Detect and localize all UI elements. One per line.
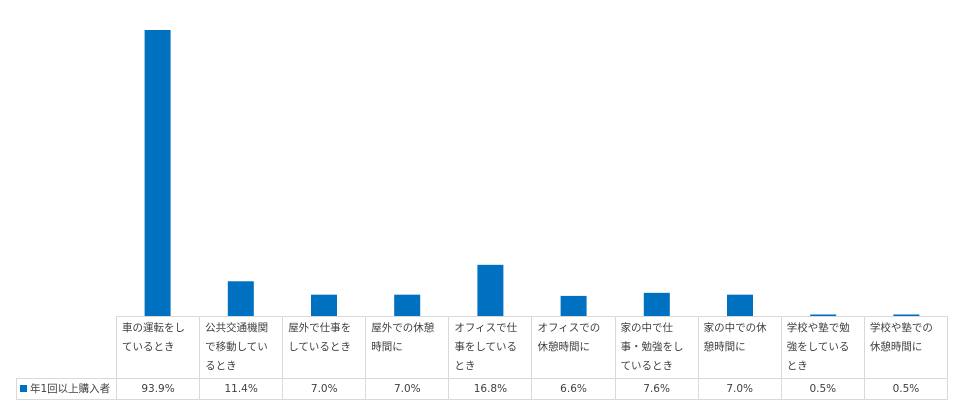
value-label: 0.5% bbox=[863, 378, 949, 400]
bar bbox=[560, 295, 587, 316]
value-label: 7.0% bbox=[697, 378, 782, 400]
legend-swatch bbox=[20, 385, 27, 392]
bar bbox=[727, 294, 753, 316]
category-label: 公共交通機関で移動しているとき bbox=[199, 316, 284, 379]
legend-cell: 年1回以上購入者 bbox=[16, 378, 117, 400]
category-label: 学校や塾で勉強をしているとき bbox=[780, 316, 865, 379]
chart bbox=[144, 30, 920, 316]
category-label: オフィスでの休憩時間に bbox=[531, 316, 616, 379]
value-label: 7.0% bbox=[365, 378, 450, 400]
category-label: 屋外で仕事をしているとき bbox=[282, 316, 367, 379]
value-label: 7.0% bbox=[282, 378, 367, 400]
value-label: 0.5% bbox=[780, 378, 865, 400]
bar bbox=[810, 314, 837, 316]
bar bbox=[477, 264, 504, 316]
value-label: 93.9% bbox=[115, 378, 201, 400]
category-label: 学校や塾での休憩時間に bbox=[863, 316, 949, 379]
category-label: オフィスで仕事をしているとき bbox=[448, 316, 533, 379]
bar bbox=[643, 292, 670, 316]
value-label: 6.6% bbox=[531, 378, 616, 400]
data-table: 車の運転をしているとき 公共交通機関で移動しているとき 屋外で仕事をしているとき 屋外… bbox=[16, 316, 949, 400]
category-label: 車の運転をしているとき bbox=[115, 316, 201, 379]
header-row: 車の運転をしているとき 公共交通機関で移動しているとき 屋外で仕事をしているとき 屋外… bbox=[16, 316, 949, 379]
category-label: 家の中での休憩時間に bbox=[697, 316, 782, 379]
bar bbox=[893, 314, 920, 316]
bar bbox=[144, 30, 171, 316]
blank-cell bbox=[16, 316, 117, 379]
legend-label: 年1回以上購入者 bbox=[30, 383, 111, 395]
category-label: 家の中で仕事・勉強をしているとき bbox=[614, 316, 699, 379]
category-label: 屋外での休憩時間に bbox=[365, 316, 450, 379]
bar bbox=[311, 294, 337, 316]
bar bbox=[394, 294, 421, 316]
value-label: 11.4% bbox=[199, 378, 284, 400]
value-label: 16.8% bbox=[448, 378, 533, 400]
value-row: 年1回以上購入者 93.9% 11.4% 7.0% 7.0% 16.8% 6.6% 7.6%… bbox=[16, 378, 949, 400]
bar bbox=[227, 281, 254, 316]
value-label: 7.6% bbox=[614, 378, 699, 400]
